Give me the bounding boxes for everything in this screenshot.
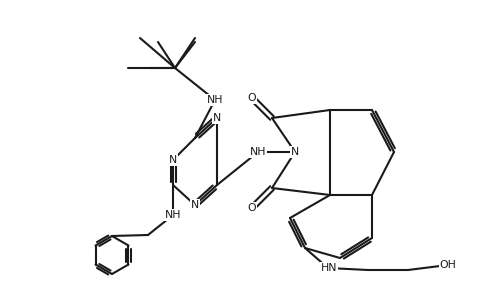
Text: NH: NH xyxy=(250,147,266,157)
Text: O: O xyxy=(248,93,256,103)
Text: N: N xyxy=(213,113,221,123)
Text: OH: OH xyxy=(440,260,456,270)
Text: NH: NH xyxy=(207,95,224,105)
Text: N: N xyxy=(169,155,177,165)
Text: HN: HN xyxy=(321,263,337,273)
Text: N: N xyxy=(291,147,299,157)
Text: N: N xyxy=(191,200,199,210)
Text: O: O xyxy=(248,203,256,213)
Text: NH: NH xyxy=(165,210,182,220)
